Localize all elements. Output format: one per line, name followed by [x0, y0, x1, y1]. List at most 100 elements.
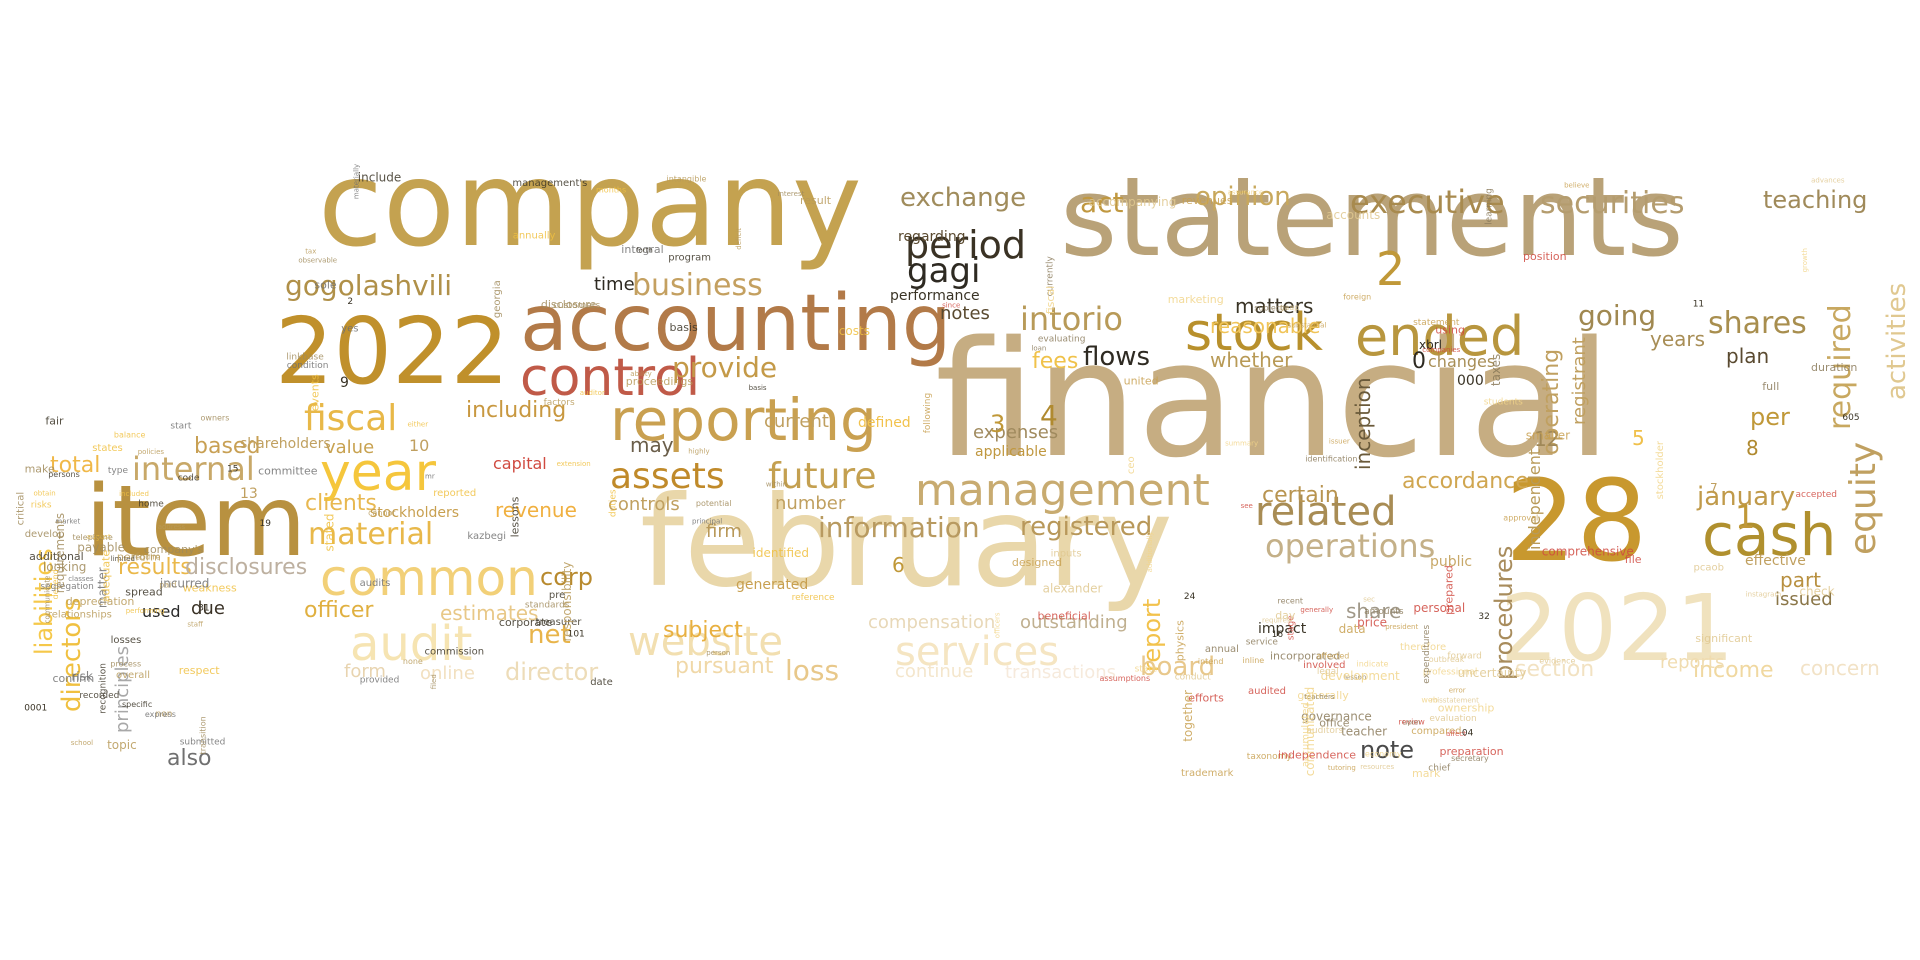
word-small-physics: physics — [1173, 620, 1186, 661]
word-small-subjects: subjects — [1254, 303, 1287, 312]
word-small-office: office — [1319, 717, 1349, 730]
word-time: time — [594, 274, 635, 295]
word-small-spread: spread — [125, 585, 163, 598]
word-statements: statements — [1060, 153, 1684, 281]
word-small-either: either — [408, 420, 429, 428]
number-small: 19 — [260, 519, 272, 529]
word-small-depend: depend — [51, 569, 60, 599]
word-small-georgia: georgia — [492, 280, 503, 318]
word-small-president: president — [1385, 623, 1418, 631]
word-activities: activities — [1882, 283, 1912, 400]
word-small-taxes: taxes — [1489, 354, 1503, 386]
word-services: services — [895, 629, 1059, 675]
word-act: act — [1080, 186, 1124, 219]
word-audit: audit — [350, 616, 472, 672]
word-small-months: months — [596, 185, 626, 194]
word-inception: inception — [1351, 377, 1375, 470]
word-changes: changes — [1428, 352, 1495, 371]
word-compensation: compensation — [868, 612, 995, 633]
word-small-result: result — [800, 194, 832, 207]
word-small-since: since — [942, 302, 960, 310]
number-small: 605 — [1842, 413, 1859, 423]
word-operating: operating — [1539, 349, 1564, 455]
word-small-accompanying: accompanying — [1089, 195, 1177, 209]
word-small-duties: duties — [609, 489, 619, 517]
word-february: february — [640, 470, 1173, 615]
word-small-critical: critical — [16, 492, 27, 526]
word-small-treasurer: treasurer — [536, 617, 583, 628]
word-small-recorded: recorded — [79, 691, 119, 701]
word-small-segregation: segregation — [40, 582, 93, 592]
word-small-communicated: communicated — [1303, 687, 1317, 777]
word-small-gaap: gaap — [1279, 303, 1299, 312]
word-capital: capital — [493, 454, 547, 473]
word-generated: generated — [736, 577, 808, 593]
word-small-august: august — [87, 533, 111, 541]
word-small-risks: risks — [31, 500, 52, 510]
word-2021: 2021 — [1500, 575, 1734, 682]
word-small-basis: basis — [749, 384, 767, 392]
word-small-position: position — [1523, 250, 1567, 263]
word-small-auditors: auditors — [1306, 726, 1343, 736]
word-small-teacher: teacher — [1341, 724, 1387, 738]
word-small-currently: currently — [1045, 255, 1055, 296]
word-small-address: address — [158, 523, 186, 531]
word-small-relationships: relationships — [48, 610, 112, 621]
word-small-approval: approval — [1503, 514, 1538, 523]
word-small-respect: respect — [179, 664, 221, 677]
word-small-confirm: confirm — [53, 672, 95, 685]
word-small-auditor: auditor — [580, 389, 605, 397]
word-small-secretary: secretary — [1451, 754, 1489, 763]
word-fiscal: fiscal — [304, 398, 397, 439]
word-small-economy: economy — [1365, 750, 1402, 759]
word-small-telephone: telephone — [73, 533, 113, 542]
word-small-require: require — [132, 553, 161, 562]
word-used: used — [142, 602, 180, 621]
word-small-condition: condition — [287, 361, 329, 371]
word-small-inline: inline — [1243, 656, 1265, 665]
word-small-forth: forth — [636, 247, 653, 255]
word-independent: independent — [1525, 449, 1544, 550]
word-year: year — [320, 443, 437, 503]
word-small-balance: balance — [114, 431, 146, 440]
word-small-full: full — [1762, 380, 1779, 393]
word-total: total — [50, 453, 100, 478]
word-due: due — [191, 598, 225, 619]
word-0: 0 — [1412, 349, 1426, 374]
word-ended: ended — [1355, 305, 1524, 368]
word-small-persons: persons — [48, 470, 80, 479]
word-small-market: market — [55, 517, 80, 525]
word-liabilities: liabilities — [30, 548, 58, 655]
word-small-management-s: management's — [512, 178, 587, 189]
word-small-intend: intend — [1198, 657, 1224, 666]
word-number: number — [775, 493, 846, 514]
number-small: 2 — [347, 297, 353, 307]
word-small-loan: loan — [1031, 345, 1046, 353]
word-small-home: home — [138, 500, 164, 510]
word-13: 13 — [240, 486, 258, 502]
word-small-legal: legal — [1317, 667, 1339, 677]
word-estimates: estimates — [440, 601, 538, 625]
word-small-potential: potential — [696, 499, 732, 508]
word-outstanding: outstanding — [1020, 612, 1128, 633]
word-small-communicate: communicate — [44, 576, 52, 624]
word-revenue: revenue — [495, 498, 577, 522]
word-small-development: development — [1321, 669, 1400, 683]
word-small-principal: principal — [692, 518, 722, 526]
word-small-web: web — [1421, 696, 1438, 705]
word-small-service: service — [1246, 637, 1279, 647]
word-small-policies: policies — [138, 448, 165, 456]
word-based: based — [194, 434, 260, 459]
word-small-within: within — [766, 480, 787, 488]
word-reporting: reporting — [610, 386, 877, 454]
word-small-stockholder: stockholder — [1655, 440, 1666, 499]
word-current: current — [764, 411, 829, 432]
word-small-topic: topic — [107, 738, 137, 752]
word-shareholders: shareholders — [240, 436, 331, 452]
word-flows: flows — [1083, 342, 1150, 372]
word-small-generally: generally — [1300, 606, 1333, 614]
word-corp: corp — [540, 563, 593, 591]
word-small-owners: owners — [201, 414, 230, 423]
word-small-include: include — [358, 171, 401, 185]
